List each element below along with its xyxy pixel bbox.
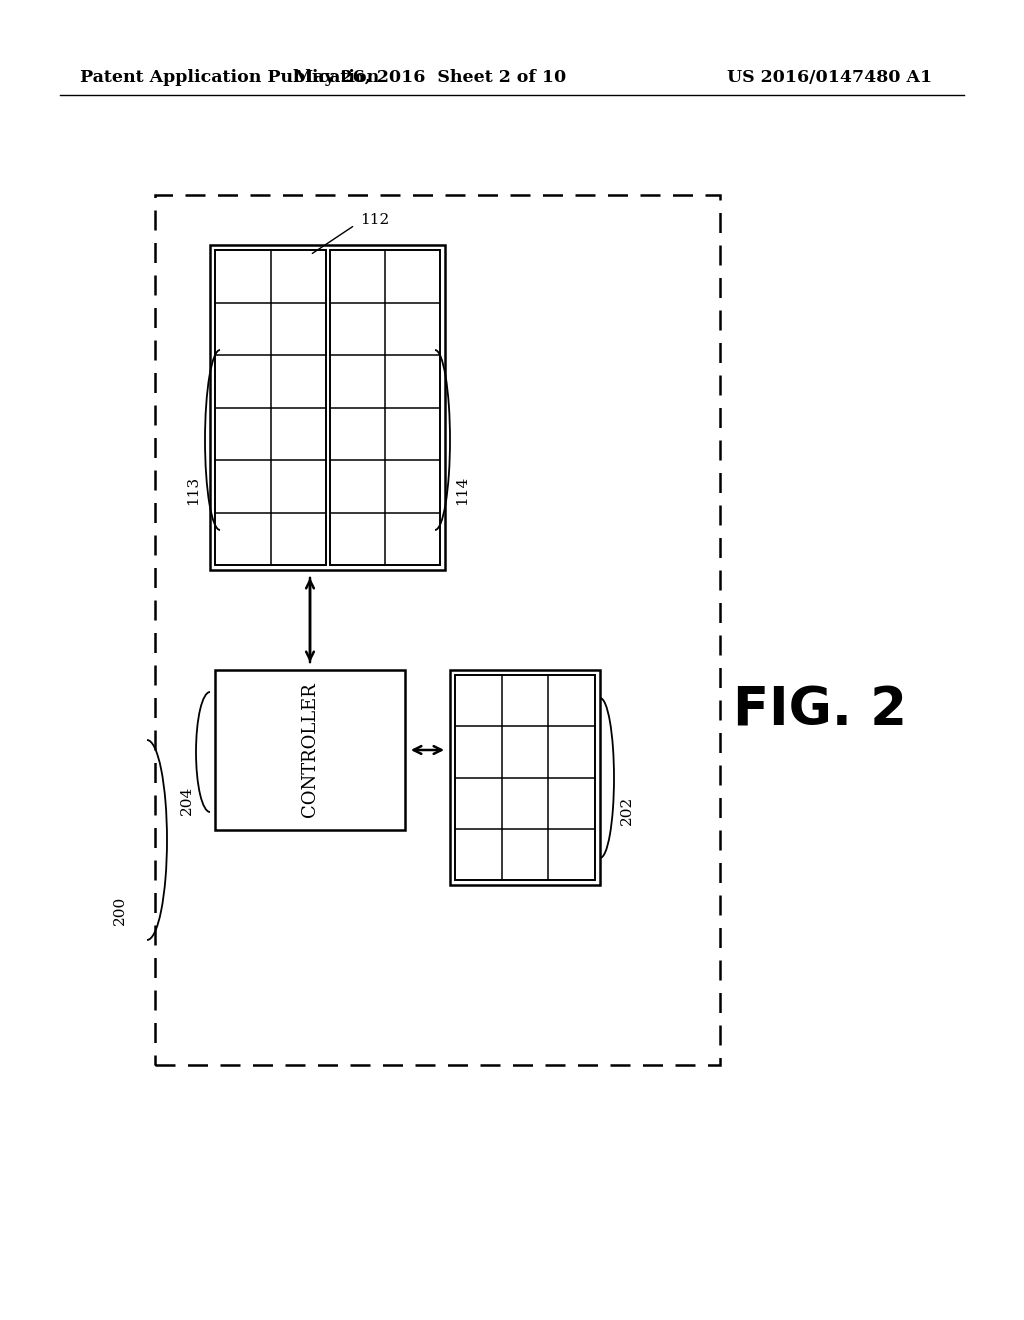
Text: 114: 114 [455, 475, 469, 504]
Text: CONTROLLER: CONTROLLER [301, 682, 319, 817]
Text: US 2016/0147480 A1: US 2016/0147480 A1 [727, 70, 933, 87]
Text: 204: 204 [180, 785, 194, 814]
Text: 202: 202 [620, 796, 634, 825]
Bar [455, 675, 595, 880]
Text: 113: 113 [186, 475, 200, 504]
Bar [210, 246, 445, 570]
Text: 200: 200 [113, 895, 127, 924]
Bar [215, 249, 326, 565]
Text: 112: 112 [360, 213, 389, 227]
Text: Patent Application Publication: Patent Application Publication [80, 70, 379, 87]
Bar [330, 249, 440, 565]
Bar [450, 671, 600, 884]
Text: May 26, 2016  Sheet 2 of 10: May 26, 2016 Sheet 2 of 10 [294, 70, 566, 87]
Bar [155, 195, 720, 1065]
Bar [215, 671, 406, 830]
Text: FIG. 2: FIG. 2 [733, 684, 907, 737]
